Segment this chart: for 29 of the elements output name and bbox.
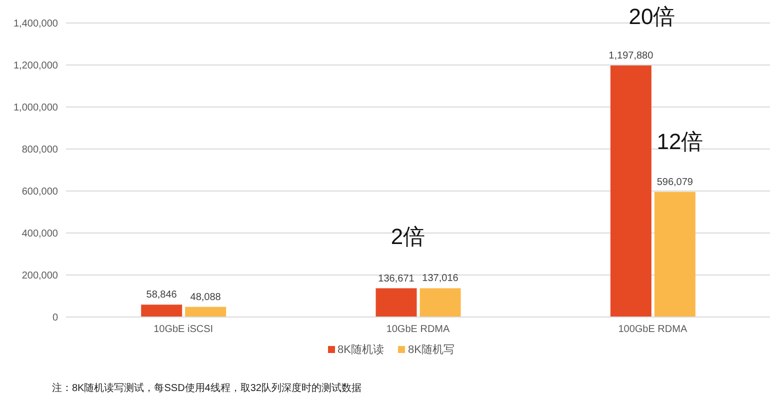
bar — [654, 192, 696, 317]
data-label: 58,846 — [146, 290, 178, 301]
legend-label: 8K随机读 — [336, 343, 384, 357]
legend-label: 8K随机写 — [407, 343, 454, 357]
data-label: 136,671 — [378, 273, 415, 284]
text: 注：8K随机读写测试，每SSD使用4线程，取32队列深度时的测试数据 — [52, 382, 362, 395]
bar — [141, 304, 182, 317]
x-tick-label: 10GbE RDMA — [386, 324, 450, 336]
annotation: 20倍 — [628, 3, 676, 31]
data-label: 48,088 — [190, 292, 222, 303]
y-tick-label: 400,000 — [22, 228, 58, 240]
bar — [376, 288, 417, 317]
y-tick-label: 1,000,000 — [14, 102, 58, 114]
bar — [185, 306, 226, 317]
x-tick-label: 100GbE RDMA — [618, 324, 688, 336]
y-tick-label: 800,000 — [22, 144, 58, 156]
data-label: 137,016 — [422, 273, 459, 284]
y-tick-label: 0 — [52, 312, 58, 324]
bar — [610, 65, 652, 317]
bar — [420, 288, 461, 317]
x-tick-label: 10GbE iSCSI — [154, 324, 214, 336]
annotation: 2倍 — [390, 223, 426, 251]
y-tick-label: 600,000 — [22, 186, 58, 198]
data-label: 1,197,880 — [608, 50, 654, 62]
y-tick-label: 1,200,000 — [14, 60, 58, 72]
y-tick-label: 1,400,000 — [14, 18, 58, 30]
y-tick-label: 200,000 — [22, 270, 58, 282]
data-label: 596,079 — [656, 176, 694, 188]
annotation: 12倍 — [656, 128, 704, 156]
